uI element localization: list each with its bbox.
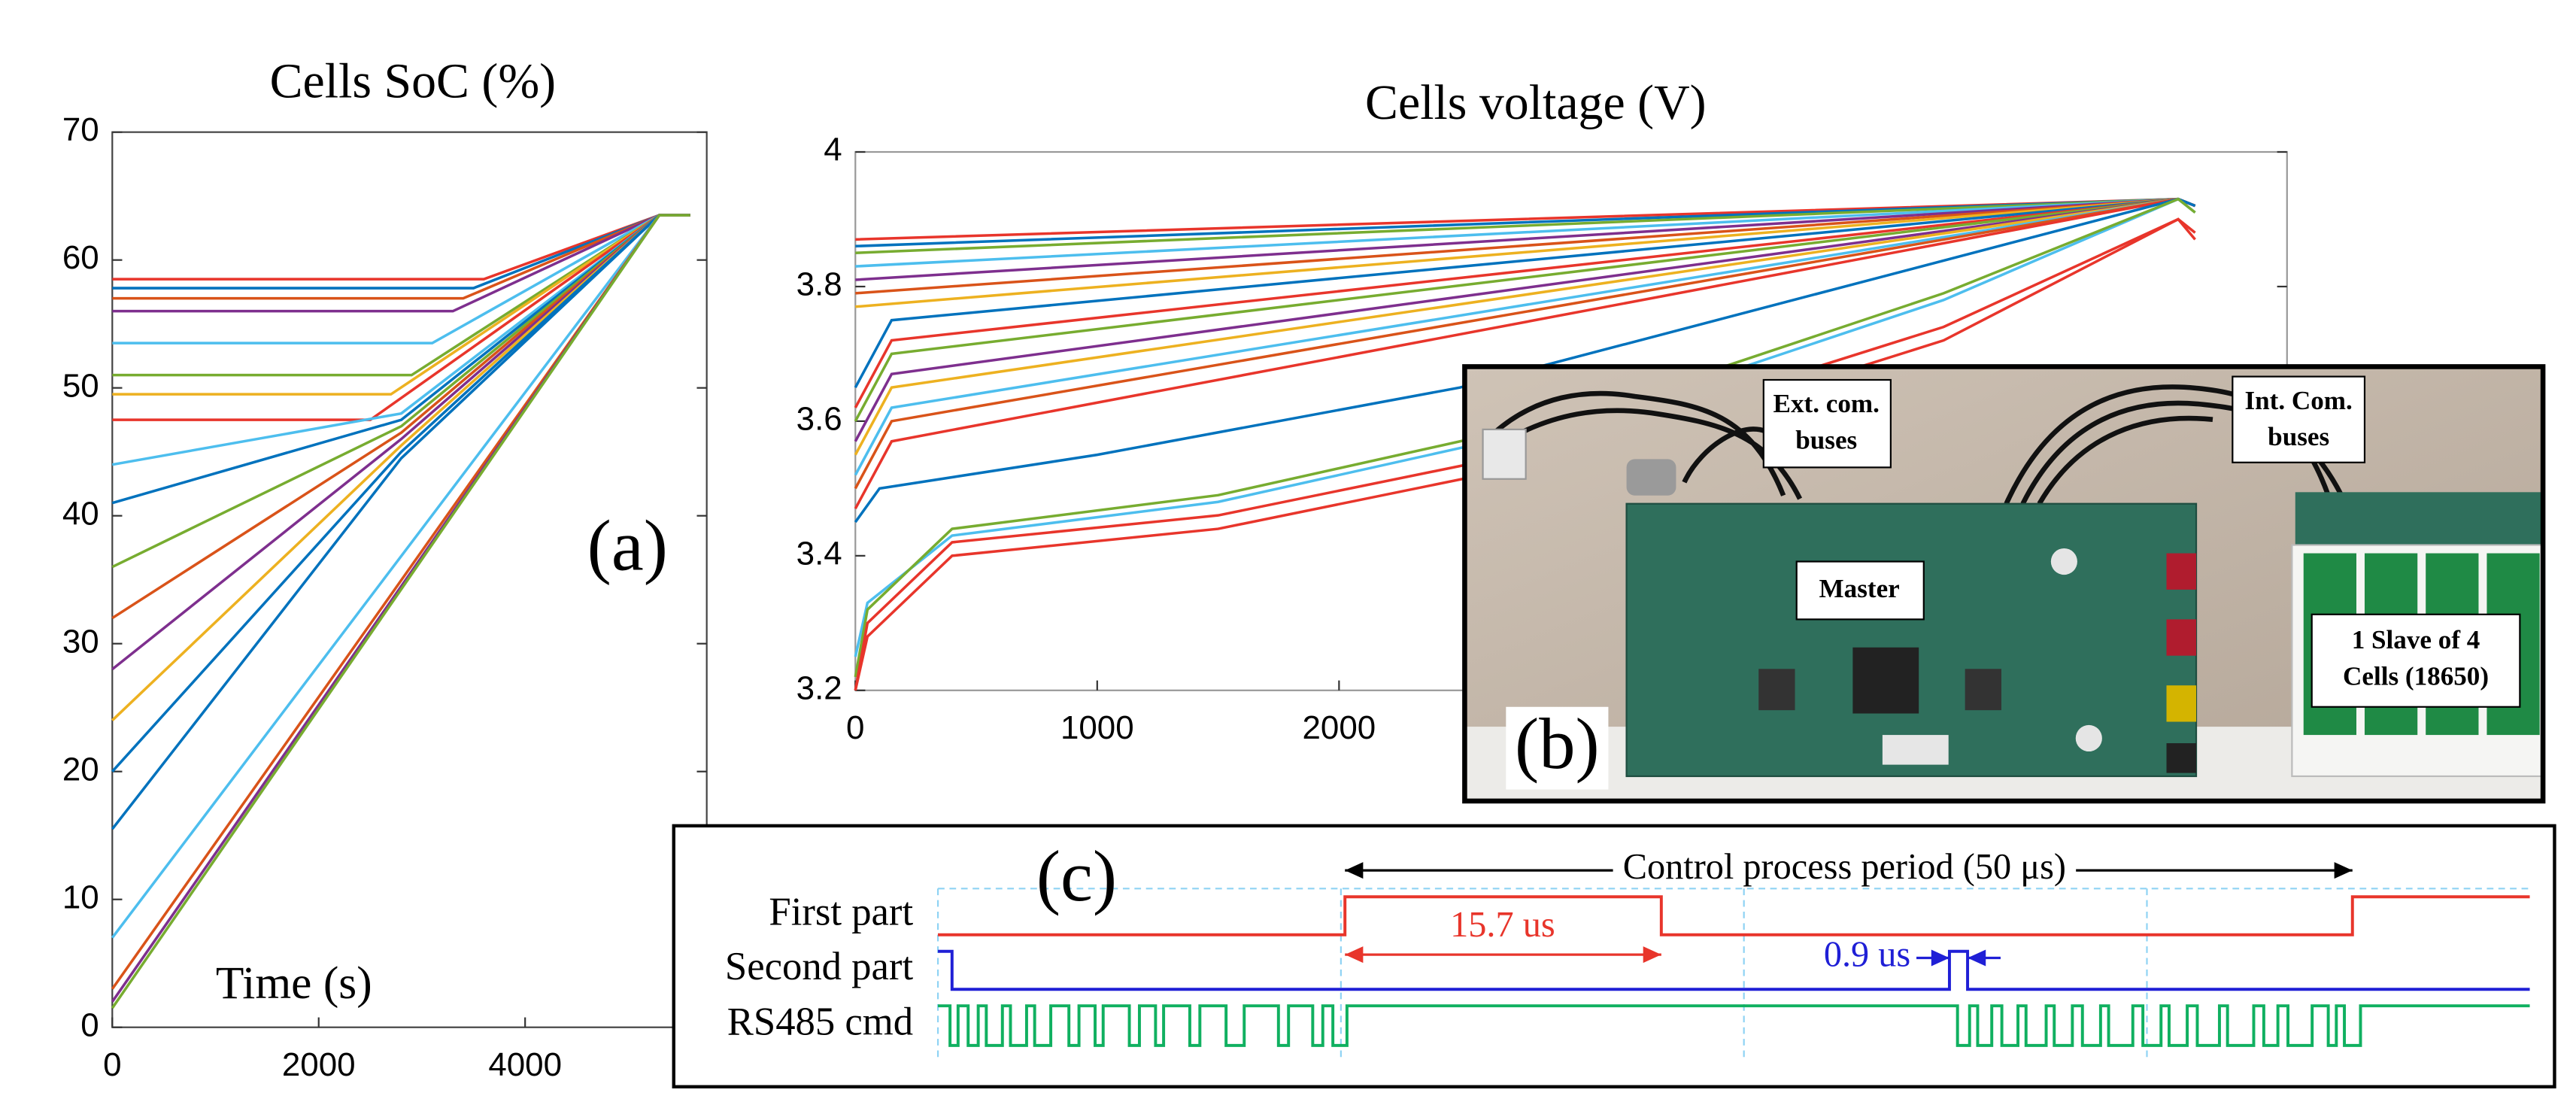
chip [1965, 669, 2001, 711]
callout-box [1762, 378, 1892, 469]
y-tick-label: 50 [62, 367, 99, 404]
y-tick-label: 10 [62, 879, 99, 915]
y-tick-label: 3.6 [796, 400, 842, 437]
signal-label: Second part [725, 945, 914, 988]
y-tick-label: 4 [824, 132, 842, 168]
callout-box [2232, 375, 2366, 463]
callout-text: buses [1795, 426, 1857, 455]
annotation-text: 0.9 us [1824, 935, 1910, 975]
y-tick-label: 20 [62, 751, 99, 788]
panel-label: (c) [1036, 836, 1117, 916]
connector [1482, 428, 1527, 480]
chart-title: Cells voltage (V) [1365, 75, 1707, 130]
x-tick-label: 2000 [282, 1046, 356, 1083]
x-tick-label: 0 [103, 1046, 121, 1083]
x-tick-label: 1000 [1060, 709, 1134, 746]
photo-frame [1462, 364, 2546, 804]
logo-plate [1882, 735, 1949, 765]
panel-label: (b) [1515, 703, 1600, 784]
panel-label-bg [1506, 706, 1609, 790]
series-line [111, 214, 690, 1009]
callout-text: Int. Com. [2244, 386, 2352, 415]
slave-board [2295, 492, 2544, 545]
photo-panel: Ext. com. buses Int. Com. buses Master 1… [1462, 364, 2546, 804]
chip [1758, 669, 1795, 711]
y-tick-label: 3.2 [796, 669, 842, 706]
connector-metal [1626, 459, 1676, 496]
standoff [2050, 548, 2077, 575]
master-board [1625, 502, 2198, 778]
annotation-bg [1613, 847, 2077, 888]
chart-title: Cells SoC (%) [270, 53, 557, 108]
callout-text: Cells (18650) [2343, 661, 2489, 691]
y-tick-label: 0 [80, 1006, 99, 1043]
arrow-head [2334, 862, 2353, 879]
x-tick-label: 0 [846, 709, 864, 746]
y-tick-label: 60 [62, 239, 99, 276]
signal-label: First part [769, 891, 913, 934]
arrow-head [1968, 949, 1986, 967]
signal-trace [938, 1004, 2530, 1047]
y-tick-label: 3.4 [796, 535, 842, 572]
arrow-head [1643, 946, 1661, 964]
callout-text: buses [2268, 422, 2329, 451]
signal-trace [938, 949, 2530, 991]
arrow-head [1345, 862, 1364, 879]
series-line [854, 217, 2196, 691]
panel-label: (a) [587, 505, 668, 586]
y-tick-label: 30 [62, 623, 99, 660]
timing-layer: First part Second part RS485 cmd Control pr… [672, 824, 2556, 1088]
callout-text: Master [1819, 574, 1900, 603]
signal-label: RS485 cmd [727, 1000, 913, 1044]
series-line [854, 197, 2196, 678]
x-tick-label: 2000 [1303, 709, 1376, 746]
terminal [2166, 743, 2197, 773]
signal-trace [938, 895, 2530, 936]
arrow-head [1931, 949, 1949, 967]
callout-text: 1 Slave of 4 [2352, 625, 2480, 654]
callout-box [1795, 560, 1925, 621]
arrow-head [1345, 946, 1364, 964]
y-tick-label: 70 [62, 111, 99, 148]
terminal [2166, 685, 2197, 722]
terminal [2166, 619, 2197, 656]
y-tick-label: 3.8 [796, 266, 842, 303]
annotation-text: 15.7 us [1450, 905, 1555, 945]
annotation-text: Control process period (50 μs) [1623, 847, 2066, 887]
callout-box [2311, 613, 2521, 708]
standoff [2075, 724, 2102, 752]
terminal [2166, 553, 2197, 590]
series-line [854, 217, 2196, 691]
y-tick-label: 40 [62, 495, 99, 532]
mcu-chip [1852, 647, 1919, 714]
x-tick-label: 4000 [488, 1046, 562, 1083]
callout-text: Ext. com. [1773, 389, 1880, 418]
x-axis-label: Time (s) [216, 958, 372, 1009]
